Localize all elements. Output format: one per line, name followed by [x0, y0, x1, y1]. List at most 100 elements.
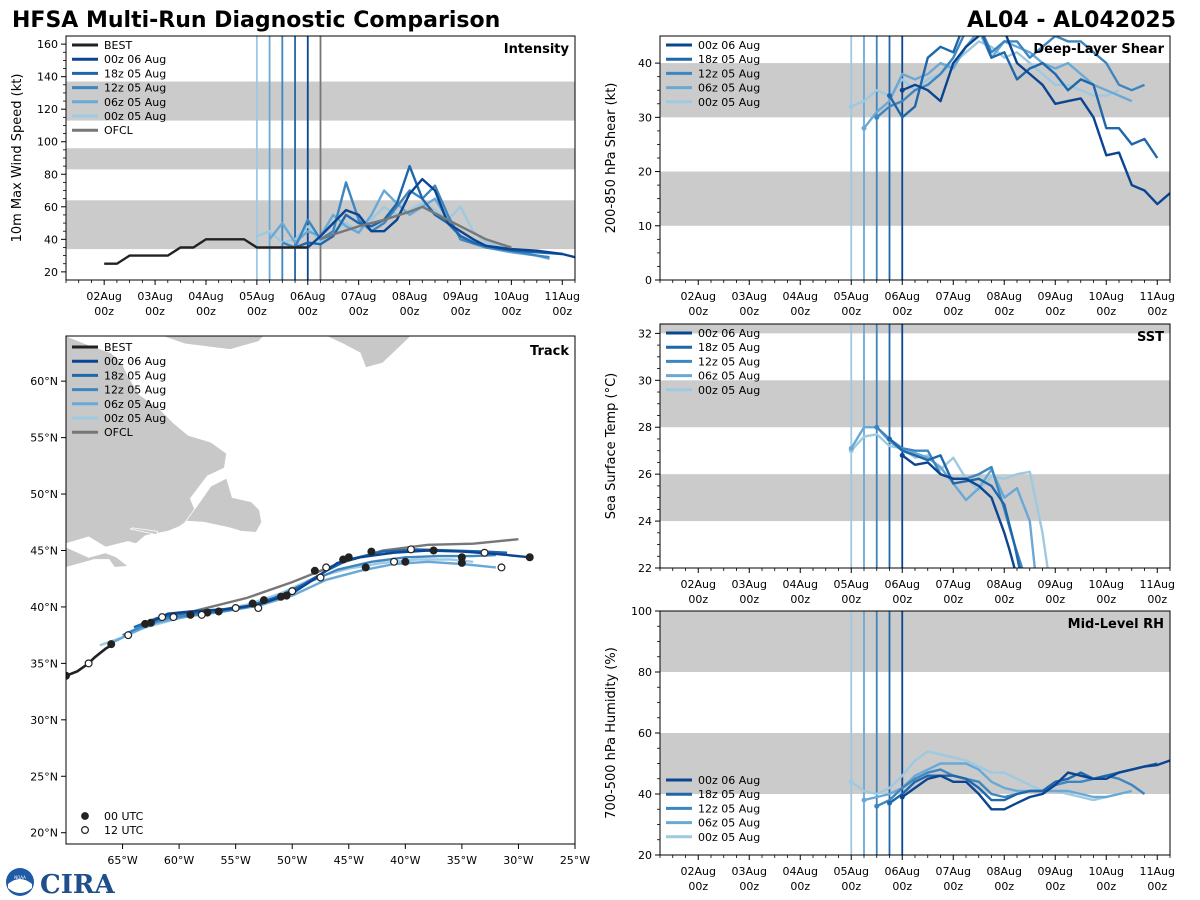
track-marker-12utc	[84, 659, 93, 668]
sst-xtick-label-date: 09Aug	[1038, 578, 1073, 591]
rh-xtick-label-hour: 00z	[943, 880, 963, 893]
track-ytick-label: 50°N	[30, 488, 58, 501]
track-line-12z-05-aug	[122, 553, 496, 637]
shear-xtick-label-hour: 00z	[1147, 305, 1167, 318]
track-xtick-label: 50°W	[277, 854, 307, 867]
rh-xtick-label-hour: 00z	[1045, 880, 1065, 893]
rh-legend-label: 12z 05 Aug	[698, 802, 760, 815]
track-xtick-label: 55°W	[220, 854, 250, 867]
track-xtick-label: 25°W	[560, 854, 590, 867]
track-marker-12utc	[390, 557, 399, 566]
track-xtick-label: 35°W	[447, 854, 477, 867]
shear-xtick-label-hour: 00z	[1096, 305, 1116, 318]
rh-xtick-label-hour: 00z	[739, 880, 759, 893]
sst-series-line-00z-05-aug	[850, 433, 1049, 568]
track-ofcl-line	[110, 538, 519, 645]
shear-legend-label: 18z 05 Aug	[698, 53, 760, 66]
intensity-xtick-label-hour: 00z	[400, 305, 420, 318]
shear-legend-label: 00z 06 Aug	[698, 39, 760, 52]
rh-series-start-point	[874, 803, 880, 809]
cira-logo-text: CIRA	[40, 870, 115, 900]
track-marker-12utc	[254, 604, 263, 613]
sst-xtick-label-date: 11Aug	[1140, 578, 1175, 591]
sst-ytick-label: 30	[638, 374, 652, 387]
rh-panel: 20 40 60 80 100 02Aug 00z 03Aug 00z 04Aug 00z 05Aug…	[604, 605, 1175, 893]
track-plot-area	[66, 336, 534, 680]
track-marker-00utc	[259, 596, 268, 605]
marker-legend-12utc-icon	[80, 825, 89, 834]
shear-xtick-label-date: 05Aug	[834, 290, 869, 303]
intensity-panel-label: Intensity	[504, 42, 570, 57]
intensity-xtick-label-date: 06Aug	[290, 290, 325, 303]
track-marker-12utc	[497, 563, 506, 572]
land-mass-1	[66, 546, 130, 568]
shear-band-0	[660, 171, 1170, 226]
sst-legend-label: 00z 05 Aug	[698, 384, 760, 397]
shear-series-start-point	[887, 93, 892, 99]
track-ytick-label: 45°N	[30, 544, 58, 557]
track-marker-00utc	[66, 671, 70, 680]
sst-band-1	[660, 380, 1170, 428]
track-xtick-label: 30°W	[503, 854, 533, 867]
track-marker-00utc	[214, 607, 223, 616]
shear-series-start-point	[861, 125, 867, 131]
rh-band-0	[660, 733, 1170, 794]
sst-xtick-label-hour: 00z	[994, 593, 1014, 606]
rh-series-start-point	[899, 794, 905, 800]
track-legend-label: 06z 05 Aug	[104, 398, 166, 411]
shear-panel: 0 10 20 30 40 02Aug 00z 03Aug 00z 04Aug 00z 05Aug 00…	[604, 35, 1175, 318]
marker-legend-12utc-label: 12 UTC	[104, 824, 144, 837]
intensity-xtick-label-date: 05Aug	[239, 290, 274, 303]
sst-legend-label: 18z 05 Aug	[698, 341, 760, 354]
shear-xtick-label-hour: 00z	[943, 305, 963, 318]
shear-plot-area	[660, 36, 1170, 280]
sst-series-start-point	[874, 424, 880, 430]
shear-xtick-label-hour: 00z	[790, 305, 810, 318]
sst-xtick-label-date: 02Aug	[681, 578, 716, 591]
intensity-ytick-label: 100	[37, 136, 58, 149]
intensity-xtick-label-date: 03Aug	[137, 290, 172, 303]
sst-band-0	[660, 474, 1170, 522]
shear-xtick-label-date: 06Aug	[885, 290, 920, 303]
rh-xtick-label-date: 09Aug	[1038, 865, 1073, 878]
sst-xtick-label-date: 05Aug	[834, 578, 869, 591]
shear-legend-label: 00z 05 Aug	[698, 96, 760, 109]
sst-xtick-label-date: 10Aug	[1089, 578, 1124, 591]
intensity-legend-label: 06z 05 Aug	[104, 96, 166, 109]
rh-xtick-label-hour: 00z	[1096, 880, 1116, 893]
intensity-legend-label: BEST	[104, 39, 132, 52]
track-marker-00utc	[107, 640, 116, 649]
track-ytick-label: 55°N	[30, 432, 58, 445]
track-legend-label: 00z 06 Aug	[104, 355, 166, 368]
track-marker-00utc	[457, 558, 466, 567]
land-mass-4	[161, 336, 265, 350]
rh-xtick-label-date: 08Aug	[987, 865, 1022, 878]
shear-xtick-label-date: 10Aug	[1089, 290, 1124, 303]
track-marker-00utc	[429, 546, 438, 555]
intensity-xtick-label-hour: 00z	[247, 305, 267, 318]
rh-ytick-label: 80	[638, 666, 652, 679]
sst-xtick-label-hour: 00z	[841, 593, 861, 606]
rh-xtick-label-date: 07Aug	[936, 865, 971, 878]
track-marker-12utc	[124, 631, 133, 640]
shear-xtick-label-hour: 00z	[994, 305, 1014, 318]
track-marker-12utc	[288, 587, 297, 596]
rh-ytick-label: 100	[631, 605, 652, 618]
shear-ytick-label: 30	[638, 111, 652, 124]
sst-ytick-label: 28	[638, 421, 652, 434]
intensity-xtick-label-hour: 00z	[94, 305, 114, 318]
rh-band-1	[660, 611, 1170, 672]
track-xtick-label: 40°W	[390, 854, 420, 867]
intensity-xtick-label-hour: 00z	[501, 305, 521, 318]
rh-legend-label: 00z 05 Aug	[698, 831, 760, 844]
shear-xtick-label-date: 08Aug	[987, 290, 1022, 303]
sst-xtick-label-date: 03Aug	[732, 578, 767, 591]
marker-legend-00utc-label: 00 UTC	[104, 810, 144, 823]
storm-id-title: AL04 - AL042025	[967, 8, 1176, 33]
sst-ylabel: Sea Surface Temp (°C)	[604, 373, 619, 520]
rh-series-line-18z-05-aug	[888, 762, 1158, 805]
intensity-ytick-label: 40	[44, 233, 58, 246]
shear-xtick-label-date: 11Aug	[1140, 290, 1175, 303]
marker-legend-00utc-icon	[81, 812, 89, 820]
track-panel-label: Track	[530, 344, 569, 359]
